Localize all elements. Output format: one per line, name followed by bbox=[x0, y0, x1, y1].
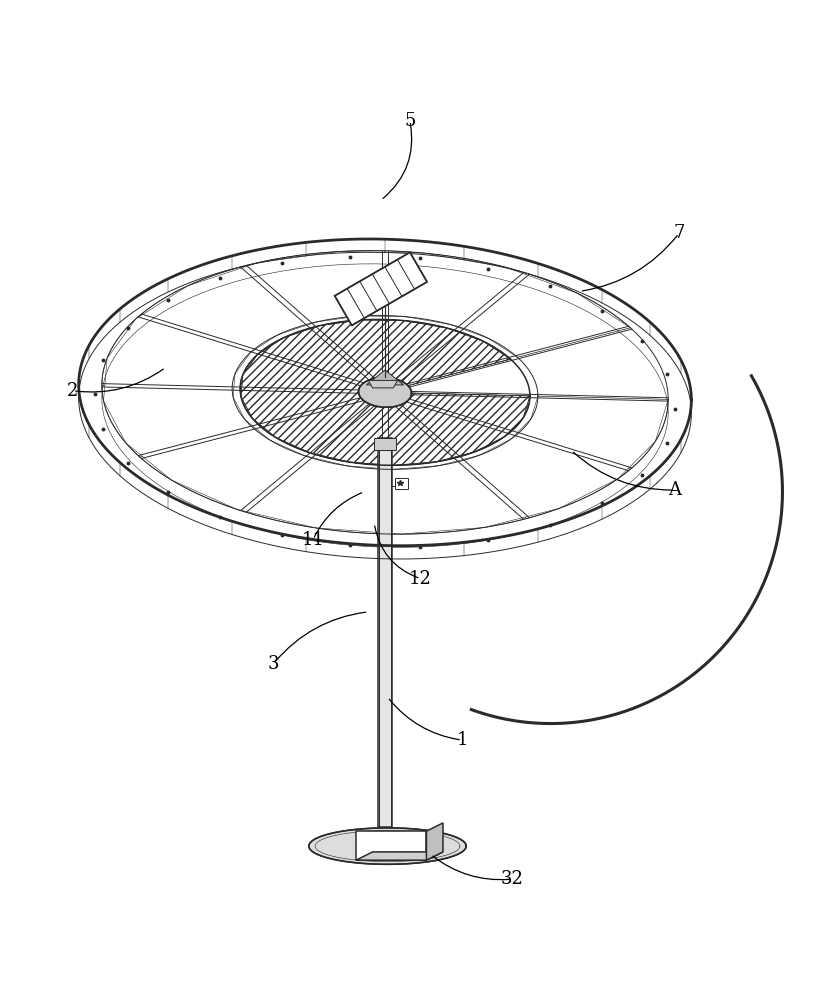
Text: 11: 11 bbox=[301, 531, 324, 549]
Polygon shape bbox=[368, 380, 397, 388]
Polygon shape bbox=[358, 377, 411, 407]
Polygon shape bbox=[378, 438, 391, 827]
Polygon shape bbox=[334, 252, 427, 325]
Text: 5: 5 bbox=[404, 112, 415, 130]
Polygon shape bbox=[461, 273, 629, 357]
Polygon shape bbox=[398, 400, 510, 457]
Polygon shape bbox=[312, 319, 385, 379]
Text: 1: 1 bbox=[456, 731, 467, 749]
Polygon shape bbox=[517, 396, 667, 469]
Polygon shape bbox=[241, 320, 529, 465]
Polygon shape bbox=[408, 393, 529, 432]
Polygon shape bbox=[356, 831, 426, 860]
Polygon shape bbox=[102, 385, 252, 457]
Polygon shape bbox=[240, 389, 361, 426]
Polygon shape bbox=[308, 828, 466, 864]
Text: 32: 32 bbox=[500, 870, 523, 888]
FancyBboxPatch shape bbox=[394, 478, 408, 489]
Polygon shape bbox=[140, 427, 308, 511]
Polygon shape bbox=[243, 457, 385, 534]
Text: 7: 7 bbox=[672, 224, 684, 242]
Polygon shape bbox=[240, 353, 361, 392]
Text: 12: 12 bbox=[409, 570, 432, 588]
Polygon shape bbox=[385, 319, 457, 380]
Polygon shape bbox=[243, 251, 385, 324]
Polygon shape bbox=[102, 315, 252, 389]
Text: 3: 3 bbox=[267, 655, 279, 673]
Polygon shape bbox=[385, 461, 526, 534]
Bar bbox=[374, 438, 395, 450]
Polygon shape bbox=[103, 252, 667, 534]
Polygon shape bbox=[259, 327, 371, 384]
Polygon shape bbox=[398, 331, 510, 386]
Text: 2: 2 bbox=[67, 382, 79, 400]
Polygon shape bbox=[259, 399, 371, 454]
Polygon shape bbox=[385, 406, 457, 465]
Polygon shape bbox=[461, 434, 629, 519]
Polygon shape bbox=[140, 266, 308, 351]
Polygon shape bbox=[356, 852, 442, 860]
Polygon shape bbox=[385, 251, 526, 328]
Polygon shape bbox=[313, 405, 385, 465]
Text: A: A bbox=[667, 481, 681, 499]
Polygon shape bbox=[426, 823, 442, 860]
Polygon shape bbox=[366, 370, 403, 385]
